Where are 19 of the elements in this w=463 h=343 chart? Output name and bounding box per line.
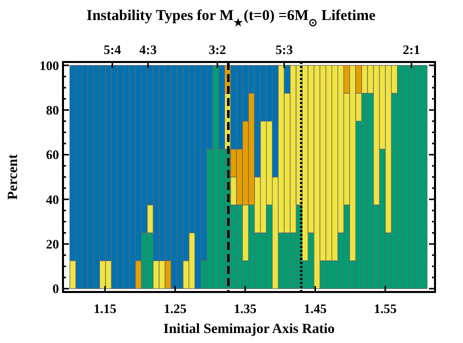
y-tick-label: 20 [46,236,59,252]
annotation: 5:3 [275,42,294,57]
x-tick-label: 1.45 [304,301,328,316]
annotation: 3:2 [208,42,226,57]
annotation: 2:1 [402,42,420,57]
x-tick-label: 1.35 [234,301,258,316]
x-axis-title: Initial Semimajor Axis Ratio [163,322,335,337]
y-tick-label: 40 [46,192,59,207]
y-tick-label: 100 [40,58,59,73]
x-tick-label: 1.25 [164,301,187,316]
x-tick-label: 1.15 [94,301,117,316]
y-tick-label: 80 [46,102,59,118]
y-tick-label: 60 [46,147,59,162]
chart-title: Instability Types for M$_{★}$(t=0) =6M$_{⊙}$ Lifetime [86,8,376,28]
y-tick-label: 0 [52,281,59,296]
annotation: 5:4 [104,42,122,57]
y-axis-title: Percent [6,154,21,200]
annotation: 4:3 [139,42,158,57]
x-tick-label: 1.55 [374,301,398,316]
